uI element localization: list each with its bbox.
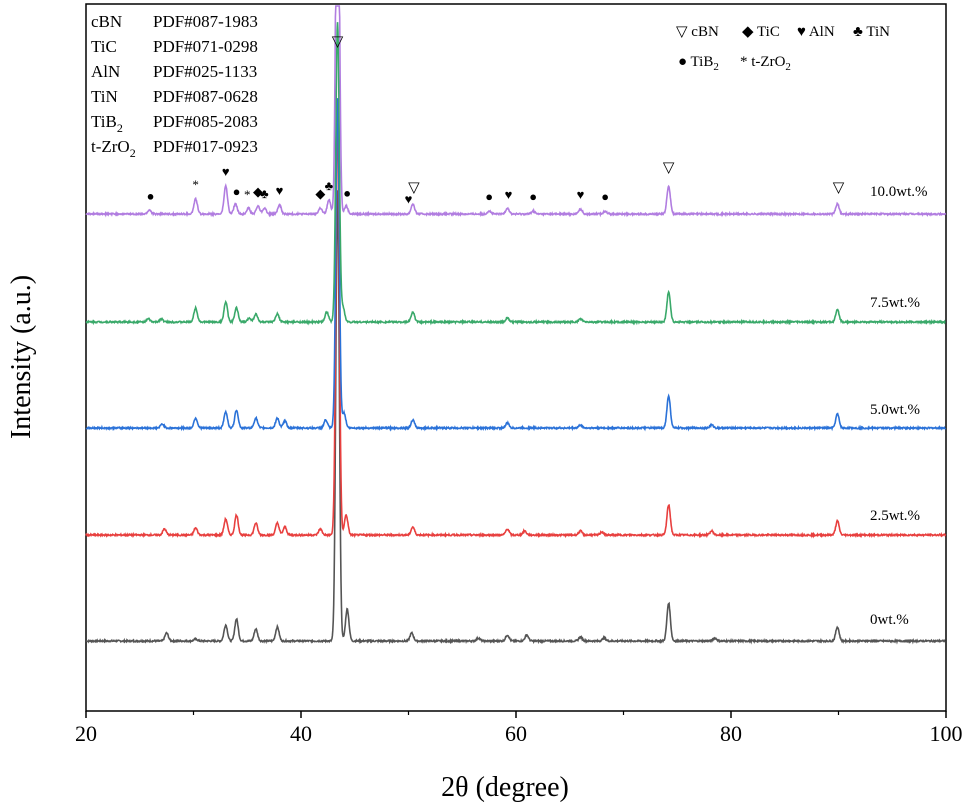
peak-marker-17: ♥ [577, 187, 585, 202]
series-label-0: 0wt.% [870, 612, 909, 628]
peak-marker-9: ♣ [325, 178, 334, 193]
series-label-2: 5.0wt.% [870, 402, 920, 418]
series-line-0 [85, 190, 946, 645]
x-tick-label-1: 40 [290, 721, 312, 746]
ref-phase-2: AlN [91, 62, 120, 81]
series-label-1: 2.5wt.% [870, 508, 920, 524]
peak-marker-4: * [244, 187, 251, 202]
peak-marker-20: ▽ [833, 180, 845, 196]
ref-phase-3: TiN [91, 87, 118, 106]
ref-phase-1: TiC [91, 37, 117, 56]
peak-marker-18: ● [601, 189, 609, 204]
x-tick-label-3: 80 [720, 721, 742, 746]
series-line-1 [85, 114, 947, 539]
peak-marker-0: ● [147, 189, 155, 204]
ref-pdf-2: PDF#025-1133 [153, 62, 257, 81]
reference-card-layer: cBN PDF#087-1983 TiC PDF#071-0298 AlN PDF#025… [91, 12, 258, 160]
peak-marker-layer: ●*♥● * ◆♣ ♥ ◆♣▽● ▽♥ ● ♥ ● ♥ ●▽▽ [147, 34, 845, 207]
peak-marker-3: ● [233, 184, 241, 199]
legend-item-0: ▽ cBN [676, 24, 719, 40]
phase-legend: ▽ cBN ◆ TiC ♥ AlN ♣ TiN ● TiB2 * t-ZrO2 [676, 24, 890, 73]
peak-marker-5: ◆ [253, 184, 263, 199]
peak-marker-11: ● [343, 185, 351, 200]
peak-marker-8: ◆ [315, 186, 325, 201]
y-axis-label: Intensity (a.u.) [6, 275, 37, 439]
series-line-2 [85, 98, 947, 432]
peak-marker-14: ● [485, 189, 493, 204]
peak-marker-19: ▽ [663, 160, 675, 176]
series-line-4 [85, 5, 947, 218]
ref-phase-0: cBN [91, 12, 122, 31]
ref-pdf-1: PDF#071-0298 [153, 37, 258, 56]
ref-pdf-0: PDF#087-1983 [153, 12, 258, 31]
series-line-3 [85, 22, 946, 326]
legend-item-2: ♥ AlN [797, 24, 835, 40]
legend-item-3: ♣ TiN [853, 24, 890, 40]
ref-pdf-5: PDF#017-0923 [153, 137, 258, 156]
series-layer [85, 5, 947, 645]
legend-item-4: ● TiB2 [678, 54, 719, 73]
legend-item-5: * t-ZrO2 [740, 54, 791, 73]
x-tick-label-2: 60 [505, 721, 527, 746]
ref-phase-5: t-ZrO2 [91, 137, 136, 160]
x-tick-label-0: 20 [75, 721, 97, 746]
ref-pdf-3: PDF#087-0628 [153, 87, 258, 106]
peak-marker-15: ♥ [505, 187, 513, 202]
series-label-3: 7.5wt.% [870, 295, 920, 311]
plot-frame [85, 3, 947, 712]
x-tick-label-4: 100 [930, 721, 963, 746]
legend-item-1: ◆ TiC [742, 24, 780, 40]
peak-marker-13: ♥ [405, 192, 413, 207]
ref-pdf-4: PDF#085-2083 [153, 112, 258, 131]
peak-marker-12: ▽ [408, 180, 420, 196]
series-label-layer: 0wt.% 2.5wt.% 5.0wt.% 7.5wt.% 10.0wt.% [870, 184, 928, 628]
peak-marker-1: * [192, 177, 199, 192]
ref-phase-4: TiB2 [91, 112, 123, 135]
x-axis-label: 2θ (degree) [441, 772, 569, 803]
peak-marker-10: ▽ [332, 34, 344, 50]
peak-marker-6: ♣ [260, 186, 269, 201]
peak-marker-2: ♥ [222, 164, 230, 179]
peak-marker-7: ♥ [276, 183, 284, 198]
peak-marker-16: ● [529, 189, 537, 204]
series-label-4: 10.0wt.% [870, 184, 928, 200]
x-tick-layer: 20 40 60 80 100 [75, 711, 963, 746]
